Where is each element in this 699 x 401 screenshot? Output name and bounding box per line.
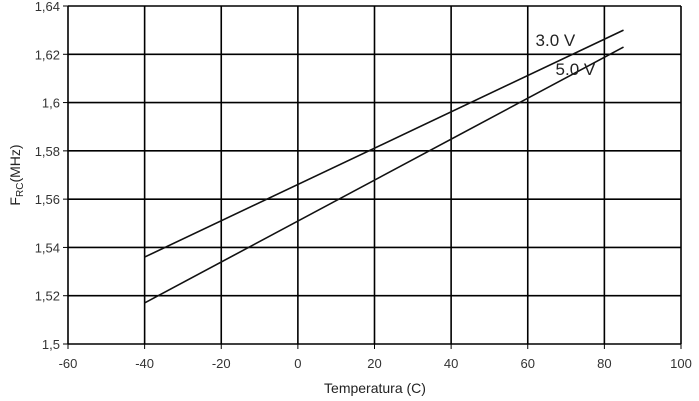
series-label-0: 3.0 V	[536, 31, 576, 50]
y-tick-label-7: 1,64	[35, 0, 60, 14]
y-tick-label-6: 1,62	[35, 47, 60, 62]
y-axis-title-subscript: RC	[15, 183, 26, 197]
x-tick-label-1: -40	[135, 356, 154, 371]
grid	[67, 5, 682, 345]
series-line-1	[144, 46, 624, 304]
x-tick-label-6: 60	[521, 356, 535, 371]
x-tick-label-0: -60	[59, 356, 78, 371]
y-tick-label-5: 1,6	[42, 96, 60, 111]
y-tick-label-0: 1,5	[42, 337, 60, 352]
y-tick-label-3: 1,56	[35, 192, 60, 207]
svg-text:FRC(MHz): FRC(MHz)	[7, 144, 26, 205]
x-tick-label-7: 80	[597, 356, 611, 371]
y-axis-ticks: 1,5 1,52 1,54 1,56 1,58 1,6 1,62 1,64	[35, 0, 68, 352]
x-axis-title: Temperatura (C)	[324, 380, 426, 396]
x-tick-label-3: 0	[294, 356, 301, 371]
x-tick-label-4: 20	[367, 356, 381, 371]
y-tick-label-1: 1,52	[35, 289, 60, 304]
series-lines	[144, 29, 624, 304]
series-label-1: 5.0 V	[556, 60, 596, 79]
x-axis-ticks: -60 -40 -20 0 20 40 60 80 100	[59, 344, 692, 371]
y-tick-label-2: 1,54	[35, 240, 60, 255]
x-tick-label-2: -20	[212, 356, 231, 371]
y-tick-label-4: 1,58	[35, 144, 60, 159]
y-axis-title-unit: (MHz)	[7, 144, 23, 182]
series-line-0	[144, 29, 624, 258]
x-tick-label-8: 100	[670, 356, 692, 371]
y-axis-title-main: F	[7, 197, 23, 206]
x-tick-label-5: 40	[444, 356, 458, 371]
y-axis-title: FRC(MHz)	[7, 144, 26, 205]
series-labels: 3.0 V 5.0 V	[536, 31, 596, 79]
